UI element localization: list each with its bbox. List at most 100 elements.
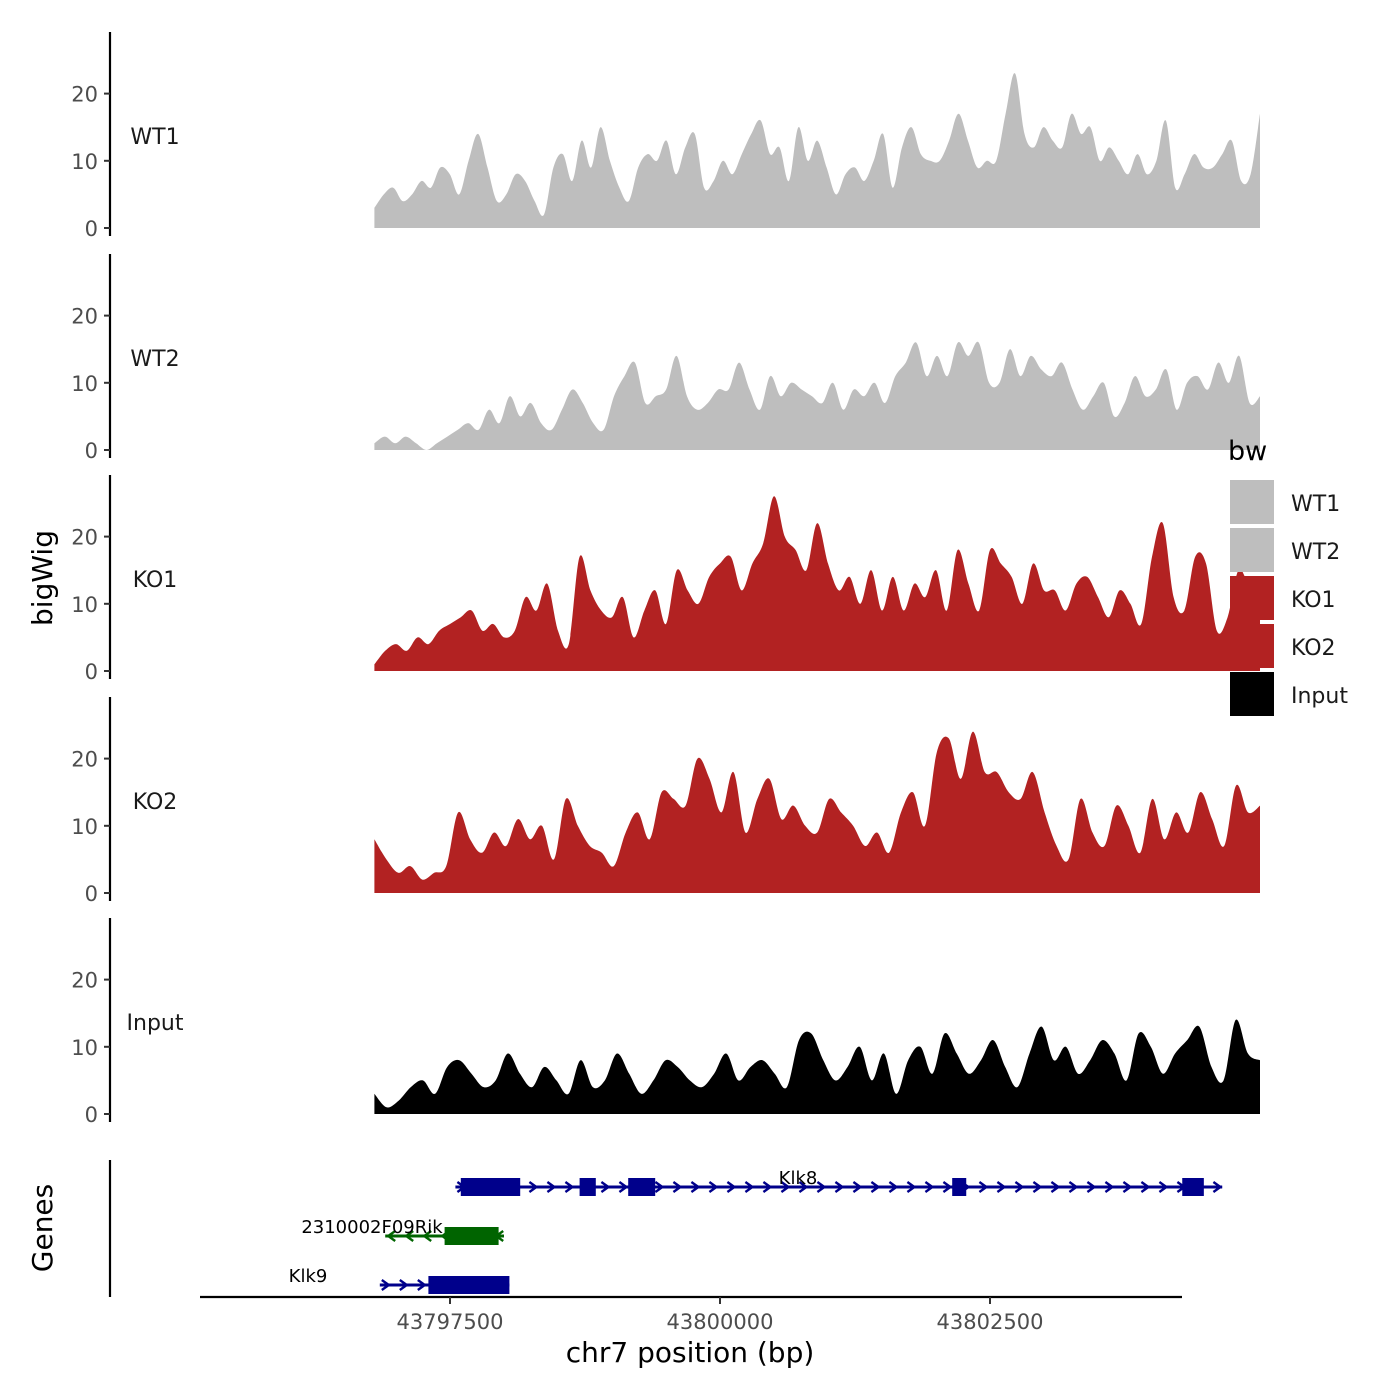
legend-swatch-wt2 (1230, 528, 1274, 572)
legend-label-ko1: KO1 (1291, 588, 1336, 613)
strand-chevron (1104, 1181, 1115, 1193)
y-tick-label-ko2-10: 10 (71, 815, 98, 839)
genes-axis-title: Genes (26, 1184, 59, 1272)
legend-title: bw (1228, 436, 1267, 467)
y-tick-label-wt2-20: 20 (71, 305, 98, 329)
strand-chevron (1212, 1181, 1223, 1193)
y-tick-label-wt1-0: 0 (85, 217, 98, 241)
strand-chevron (386, 1230, 396, 1242)
strand-chevron (906, 1181, 917, 1193)
legend-label-input: Input (1291, 684, 1348, 709)
y-tick-label-ko2-20: 20 (71, 748, 98, 772)
y-tick-label-input-20: 20 (71, 969, 98, 993)
area-ko2 (374, 731, 1260, 893)
y-tick-label-ko1-10: 10 (71, 593, 98, 617)
strand-chevron (399, 1279, 409, 1291)
strand-chevron (528, 1181, 539, 1193)
legend-label-wt1: WT1 (1291, 492, 1340, 517)
strand-chevron (381, 1279, 391, 1291)
track-ko2: 0 10 20 KO2 (71, 697, 1260, 906)
strand-chevron (404, 1230, 414, 1242)
gene-klk9: Klk9 (289, 1266, 510, 1294)
y-tick-label-ko2-0: 0 (85, 882, 98, 906)
strand-chevron (422, 1230, 432, 1242)
exon-klk8-3 (628, 1178, 656, 1196)
exon-2310002f09rik-1 (444, 1227, 499, 1245)
strand-chevron (1050, 1181, 1061, 1193)
legend-swatch-ko1 (1230, 576, 1274, 620)
strand-chevron (417, 1279, 427, 1291)
x-tick-label-43802500: 43802500 (937, 1310, 1044, 1334)
x-tick-label-43800000: 43800000 (667, 1310, 774, 1334)
gene-klk8: Klk8 (455, 1168, 1223, 1196)
track-wt2: 0 10 20 WT2 (71, 254, 1260, 463)
y-axis-title: bigWig (26, 530, 59, 626)
strand-chevron (1158, 1181, 1169, 1193)
track-input: 0 10 20 Input (71, 918, 1260, 1127)
exon-klk8-2 (579, 1178, 596, 1196)
strand-chevron (546, 1181, 557, 1193)
strand-chevron (672, 1181, 683, 1193)
exon-klk8-1 (460, 1178, 521, 1196)
gene-2310002f09rik: 2310002F09Rik (301, 1217, 504, 1245)
y-tick-label-ko1-20: 20 (71, 526, 98, 550)
y-tick-label-ko1-0: 0 (85, 660, 98, 684)
y-tick-label-wt2-10: 10 (71, 372, 98, 396)
strand-chevron (816, 1181, 827, 1193)
gene-track: Klk8 2310002F09Rik Klk9 (108, 1160, 1223, 1297)
strand-chevron (690, 1181, 701, 1193)
x-tick-label-43797500: 43797500 (397, 1310, 504, 1334)
legend-label-wt2: WT2 (1291, 540, 1340, 565)
strand-chevron (564, 1181, 575, 1193)
strand-chevron (762, 1181, 773, 1193)
strand-chevron (978, 1181, 989, 1193)
track-wt1: 0 10 20 WT1 (71, 32, 1260, 241)
x-axis-title: chr7 position (bp) (566, 1336, 815, 1369)
strand-chevron (996, 1181, 1007, 1193)
x-axis: 43797500 43800000 43802500 (200, 1295, 1182, 1334)
y-tick-label-wt2-0: 0 (85, 439, 98, 463)
exon-klk9-1 (428, 1276, 510, 1294)
strand-chevron (1086, 1181, 1097, 1193)
exon-klk8-4 (952, 1178, 967, 1196)
y-tick-label-wt1-10: 10 (71, 150, 98, 174)
strand-chevron (726, 1181, 737, 1193)
gene-label-2310002f09rik: 2310002F09Rik (301, 1217, 443, 1238)
strand-chevron (1014, 1181, 1025, 1193)
track-ko1: 0 10 20 KO1 (71, 475, 1260, 684)
area-input (374, 1019, 1260, 1114)
strand-chevron (888, 1181, 899, 1193)
track-label-ko1: KO1 (133, 568, 178, 593)
track-label-ko2: KO2 (133, 790, 178, 815)
y-tick-label-input-0: 0 (85, 1103, 98, 1127)
strand-chevron (924, 1181, 935, 1193)
strand-chevron (942, 1181, 953, 1193)
legend-label-ko2: KO2 (1291, 636, 1336, 661)
strand-chevron (780, 1181, 791, 1193)
y-tick-label-wt1-20: 20 (71, 83, 98, 107)
strand-chevron (1032, 1181, 1043, 1193)
area-wt1 (374, 73, 1260, 228)
strand-chevron (744, 1181, 755, 1193)
strand-chevron (708, 1181, 719, 1193)
y-tick-label-input-10: 10 (71, 1036, 98, 1060)
gene-label-klk8: Klk8 (779, 1168, 818, 1189)
track-label-wt2: WT2 (130, 347, 179, 372)
strand-chevron (798, 1181, 809, 1193)
strand-chevron (852, 1181, 863, 1193)
legend: bw WT1 WT2 KO1 KO2 Input (1228, 436, 1348, 716)
legend-swatch-wt1 (1230, 480, 1274, 524)
gene-label-klk9: Klk9 (289, 1266, 328, 1287)
strand-chevron (1068, 1181, 1079, 1193)
area-ko1 (374, 496, 1260, 671)
strand-chevron (834, 1181, 845, 1193)
area-wt2 (374, 341, 1260, 450)
strand-chevron (1140, 1181, 1151, 1193)
strand-chevron (600, 1181, 611, 1193)
strand-chevron (618, 1181, 629, 1193)
legend-swatch-input (1230, 672, 1274, 716)
coverage-tracks: 0 10 20 WT1 0 10 20 WT2 0 10 20 KO1 0 10 20 KO2 0 10 20 Inp… (71, 32, 1260, 1127)
strand-chevron (654, 1181, 665, 1193)
exon-klk8-5 (1182, 1178, 1204, 1196)
strand-chevron (870, 1181, 881, 1193)
